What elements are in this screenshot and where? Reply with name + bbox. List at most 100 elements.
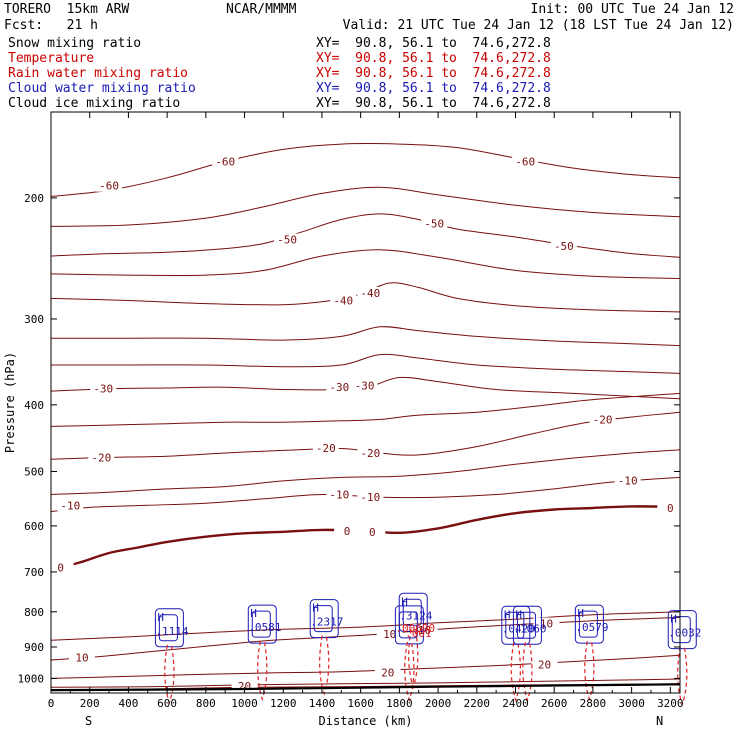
isotherm-label: -10	[618, 474, 638, 487]
x-tick-label: 1200	[270, 697, 297, 710]
isotherm-label-bg	[533, 617, 560, 630]
field-label-cloud-water: Cloud water mixing ratio	[8, 81, 196, 96]
cloud-water-contour-inner	[578, 610, 598, 638]
y-tick-label: 300	[24, 313, 44, 326]
isotherm-label: -30	[93, 383, 113, 396]
isotherm-label-bg	[334, 524, 361, 537]
isotherm-label: 10	[75, 652, 88, 665]
forecast-hour: Fcst: 21 h	[4, 18, 98, 33]
isotherm-unlabeled-3	[51, 449, 680, 495]
x-tick-label: 800	[196, 697, 216, 710]
plot-frame	[50, 111, 681, 694]
isotherm-label-bg	[57, 499, 84, 512]
cloud-water-contour-inner	[158, 614, 178, 642]
isotherm-label-bg	[326, 381, 353, 394]
isotherm-label: -10	[329, 488, 349, 501]
field-xy-temperature: XY= 90.8, 56.1 to 74.6,272.8	[316, 51, 551, 66]
isotherm-unlabeled-1	[51, 678, 680, 688]
isotherm-label: -20	[91, 451, 111, 464]
isotherm-label-bg	[589, 413, 616, 426]
x-tick-label: 2000	[425, 697, 452, 710]
isotherm-label-bg	[357, 286, 384, 299]
isotherm-label-bg	[312, 441, 339, 454]
isotherm-10	[51, 616, 680, 661]
isotherm-label: 20	[381, 666, 394, 679]
y-tick-label: 1000	[18, 672, 45, 685]
isotherm-label-bg	[411, 623, 438, 636]
max-marker: H	[504, 608, 511, 621]
max-marker: H	[670, 613, 677, 626]
right-endpoint-label: N	[656, 714, 663, 728]
isotherm-label-bg	[657, 501, 684, 514]
cloud-water-contour-inner	[671, 616, 691, 644]
isotherm-unlabeled-5	[51, 353, 680, 374]
x-tick-label: 2800	[580, 697, 607, 710]
cloud-value-label: .1114	[155, 625, 188, 638]
field-xy-cloud-water: XY= 90.8, 56.1 to 74.6,272.8	[316, 81, 551, 96]
isotherm-label-bg	[68, 651, 95, 664]
isotherm-label: 10	[418, 624, 431, 637]
cloud-water-contour-inner	[313, 605, 333, 633]
isotherm-label-bg	[512, 155, 539, 168]
source-label: NCAR/MMMM	[226, 2, 297, 17]
cloud-water-contour-inner	[251, 610, 271, 638]
rain-contour	[510, 642, 521, 703]
isotherm-label: -50	[277, 234, 297, 247]
isotherm-label-bg	[90, 382, 117, 395]
isotherm-label-bg	[421, 217, 448, 230]
isotherm-label: -40	[333, 294, 353, 307]
isotherm-label-bg	[614, 474, 641, 487]
cloud-water-contour-inner	[398, 611, 418, 639]
isotherm-label: -60	[99, 180, 119, 193]
x-tick-label: 2200	[464, 697, 491, 710]
isotherm-label: 20	[538, 659, 551, 672]
max-marker: H	[401, 595, 408, 608]
isotherm-unlabeled-7	[51, 249, 680, 279]
header: TORERO 15km ARW NCAR/MMMM Init: 00 UTC T…	[0, 0, 740, 112]
field-xy-cloud-ice: XY= 90.8, 56.1 to 74.6,272.8	[316, 96, 551, 111]
isotherm-label: 0	[369, 526, 376, 539]
isotherm-label: -20	[593, 413, 613, 426]
isotherm-label: -10	[60, 499, 80, 512]
isotherm-label-bg	[47, 561, 74, 574]
rain-contour	[677, 646, 688, 707]
isotherm-minus60	[51, 143, 680, 197]
x-axis-title: Distance (km)	[319, 714, 413, 728]
isotherm-label-bg	[550, 240, 577, 253]
isotherm-0	[51, 505, 680, 571]
x-tick-label: 3000	[618, 697, 645, 710]
model-title: TORERO 15km ARW	[4, 2, 130, 17]
isotherm-label: -30	[355, 380, 375, 393]
init-time: Init: 00 UTC Tue 24 Jan 12	[530, 2, 735, 17]
isotherm-label: -60	[215, 155, 235, 168]
rain-contour	[404, 641, 415, 702]
isotherm-label: -30	[329, 381, 349, 394]
max-marker: H	[250, 607, 257, 620]
cloud-water-contour	[154, 608, 184, 648]
isotherm-unlabeled-2	[51, 611, 680, 641]
isotherm-label-bg	[351, 379, 378, 392]
isotherm-unlabeled-4	[51, 392, 680, 427]
field-label-snow: Snow mixing ratio	[8, 36, 142, 51]
left-endpoint-label: S	[85, 714, 92, 728]
rain-contour	[319, 635, 330, 696]
cloud-water-contour-inner	[516, 611, 536, 639]
terrain-line	[50, 683, 681, 692]
isotherm-label-bg	[326, 488, 353, 501]
cloud-water-contour	[309, 599, 339, 639]
isotherm-minus10	[51, 476, 680, 513]
isotherm-label-bg	[274, 233, 301, 246]
isotherm-label-bg	[374, 666, 401, 679]
isotherm-unlabeled-8	[51, 186, 680, 227]
max-marker: H	[312, 602, 319, 615]
cloud-water-contour	[667, 610, 697, 650]
cloud-water-contour	[398, 592, 428, 632]
cloud-value-label: .2317	[310, 616, 343, 629]
cloud-value-label: .1060	[513, 622, 546, 635]
rain-contour	[164, 644, 175, 705]
field-label-cloud-ice: Cloud ice mixing ratio	[8, 96, 181, 111]
isotherm-label-bg	[96, 179, 123, 192]
cloud-value-label: .0579	[575, 621, 608, 634]
isotherm-minus50	[51, 213, 680, 258]
